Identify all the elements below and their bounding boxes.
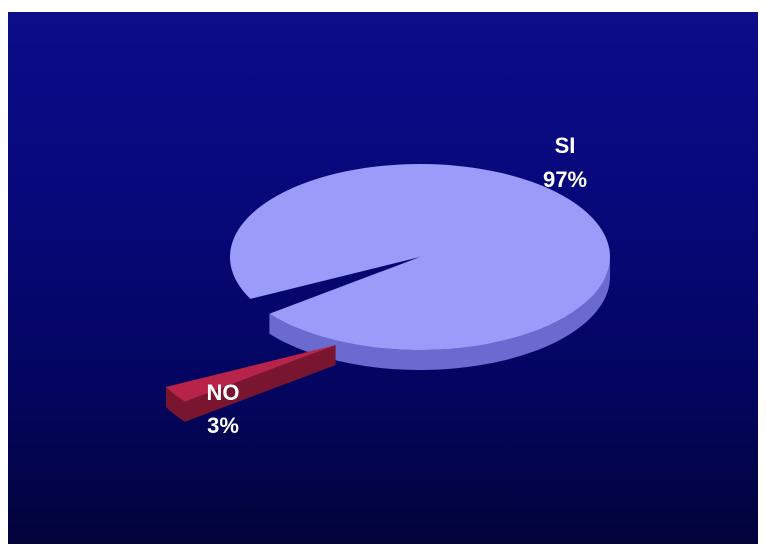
pie-slices	[165, 163, 610, 422]
chart-area: SI 97% NO 3%	[8, 12, 758, 544]
no-slice-label: NO	[207, 380, 240, 405]
no-slice-side	[165, 386, 185, 422]
si-slice-label: SI	[555, 133, 576, 158]
si-slice-side	[269, 257, 610, 371]
pie-chart: SI 97% NO 3%	[165, 133, 610, 438]
no-slice-value: 3%	[207, 413, 239, 438]
si-slice	[229, 163, 610, 350]
no-slice-cut	[184, 345, 336, 422]
no-slice	[165, 345, 336, 402]
si-slice-value: 97%	[543, 167, 587, 192]
